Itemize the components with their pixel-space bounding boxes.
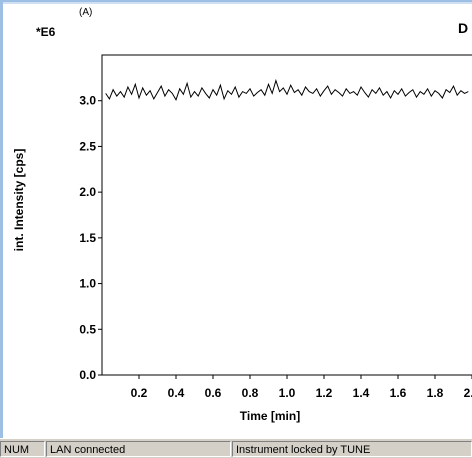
y-ticks: 0.0 0.5 1.0 1.5 2.0 2.5 3.0 xyxy=(79,94,102,382)
intensity-series-line xyxy=(105,78,469,102)
y-tick-label: 3.0 xyxy=(79,94,96,108)
x-tick-label: 1.8 xyxy=(427,386,444,400)
x-tick-label: 2.0 xyxy=(464,386,472,400)
y-tick-label: 0.0 xyxy=(79,368,96,382)
panel-label: (A) xyxy=(79,7,93,18)
y-tick-label: 0.5 xyxy=(79,322,96,336)
x-tick-label: 1.6 xyxy=(390,386,407,400)
chart-panel xyxy=(0,0,472,438)
x-tick-label: 0.2 xyxy=(131,386,148,400)
x-tick-label: 1.0 xyxy=(279,386,296,400)
chart-plot: 0.0 0.5 1.0 1.5 2.0 2.5 3.0 0.2 0.4 0.6 0.8 1.0 1.2… xyxy=(79,54,472,400)
y-tick-label: 1.0 xyxy=(79,277,96,291)
status-bar: NUM LAN connected Instrument locked by T… xyxy=(0,438,472,458)
x-tick-label: 1.4 xyxy=(353,386,370,400)
x-axis-title: Time [min] xyxy=(239,409,301,423)
x-ticks: 0.2 0.4 0.6 0.8 1.0 1.2 1.4 1.6 1.8 2.0 xyxy=(131,375,472,400)
x-tick-label: 0.6 xyxy=(205,386,222,400)
status-num: NUM xyxy=(0,441,45,457)
series xyxy=(105,78,469,102)
plot-frame xyxy=(101,54,472,376)
x-tick-label: 0.8 xyxy=(242,386,259,400)
status-lan: LAN connected xyxy=(46,441,231,457)
axes xyxy=(101,54,472,376)
corner-label: D xyxy=(458,20,469,36)
status-instrument-lock: Instrument locked by TUNE xyxy=(232,441,472,457)
y-tick-label: 2.5 xyxy=(79,139,96,153)
x-tick-label: 1.2 xyxy=(316,386,333,400)
y-axis-title: int. Intensity [cps] xyxy=(12,148,26,252)
y-tick-label: 2.0 xyxy=(79,185,96,199)
x-tick-label: 0.4 xyxy=(168,386,185,400)
panel-top-accent xyxy=(3,2,472,4)
scale-factor-label: *E6 xyxy=(36,25,56,39)
y-tick-label: 1.5 xyxy=(79,231,96,245)
